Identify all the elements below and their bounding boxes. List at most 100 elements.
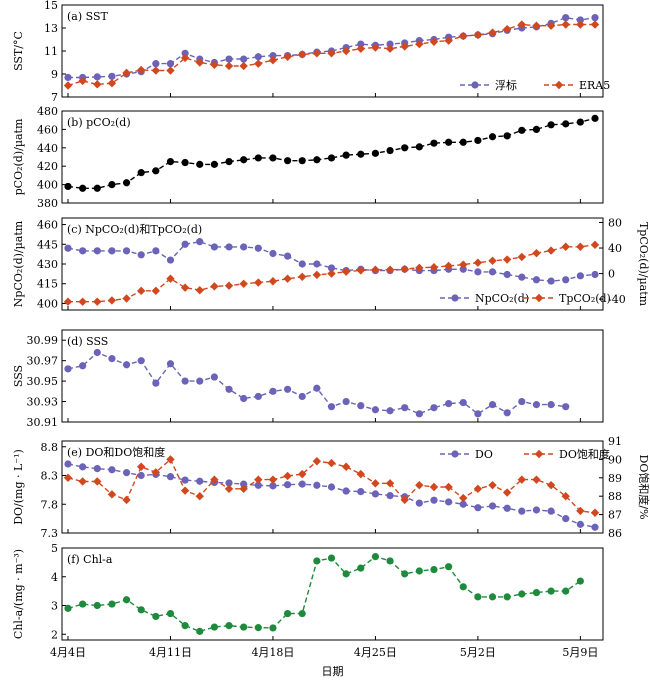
x-tick-label: 4月11日 [149,646,192,659]
data-point [180,283,190,292]
x-tick-label: 4月4日 [50,646,86,659]
panel-b: 380 400 420 440 460 480 pCO₂(d)/µatm (b) pCO₂(d… [12,105,604,210]
data-point [240,55,248,63]
data-point [78,76,87,86]
data-point [532,475,541,484]
x-tick-label: 5月2日 [460,646,496,659]
data-point [532,21,541,30]
data-point [327,264,336,272]
panel-frame [61,110,604,204]
data-point [269,387,277,395]
data-point [196,627,204,635]
y-tick-label: 415 [37,278,58,291]
data-point [240,480,248,488]
data-point [562,587,570,595]
data-point [488,593,497,601]
data-point [313,260,321,268]
data-point [562,14,570,22]
data-point [239,484,248,494]
data-point [298,469,307,479]
data-point [576,506,585,516]
data-point [313,481,321,489]
y-tick-label: 11 [44,45,58,58]
data-point [576,20,585,29]
data-point [93,184,101,192]
y-tick-label: 380 [37,197,58,210]
series-line [67,117,596,189]
data-point [400,42,409,51]
data-point [137,606,145,614]
y2-tick-label: 88 [608,490,622,503]
data-point [385,44,395,53]
y-tick-label: 400 [37,179,58,192]
data-point [445,138,453,146]
data-point [561,492,570,501]
data-point [562,120,570,128]
data-point [430,139,438,147]
data-point [591,523,599,531]
data-point [298,272,307,281]
data-point [107,296,117,305]
data-point [327,49,336,58]
data-point [502,24,512,34]
data-point [430,565,438,574]
y-axis-label: SSS [12,365,25,387]
data-point [459,583,467,591]
data-point [180,486,190,495]
y-tick-label: 7 [51,91,58,104]
y2-tick-label: 89 [608,472,622,485]
data-point [562,403,570,411]
data-point [181,158,189,167]
data-point [195,285,204,295]
data-point [415,143,423,151]
data-point [166,60,175,68]
data-point [386,146,394,155]
data-point [518,273,526,281]
data-point [444,36,453,45]
data-point [137,251,145,259]
data-point [546,246,556,255]
data-point [327,458,336,468]
data-point [371,43,380,52]
data-point [283,52,292,61]
y-tick-label: 8.3 [41,470,59,483]
data-point [357,150,365,158]
legend-marker [534,449,544,459]
data-point [240,243,248,251]
data-point [488,401,497,409]
data-point [137,471,145,480]
data-point [444,261,453,271]
data-point [546,480,556,490]
data-point [268,56,278,65]
data-point [298,50,307,59]
data-point [137,357,145,365]
x-tick-label: 4月18日 [251,646,294,659]
data-point [254,392,262,401]
legend-marker [451,450,459,458]
data-point [64,460,72,468]
data-point [576,16,584,24]
panel-f: 2 3 4 5 Chl-a/(mg · m⁻³) (f) Chl-a [12,542,604,641]
data-point [298,392,306,401]
data-point [327,154,336,162]
data-point [269,482,277,490]
data-point [166,360,175,368]
data-point [225,243,233,251]
data-point [547,121,555,129]
data-point [122,179,131,187]
data-point [181,476,189,484]
data-point [415,39,424,49]
data-point [341,46,351,56]
data-point [195,492,204,501]
data-point [590,20,600,29]
data-point [107,79,117,88]
data-point [137,169,145,177]
x-tick-label: 5月9日 [562,646,598,659]
data-point [240,394,248,403]
data-point [459,31,468,41]
data-point [283,252,292,260]
y-tick-label: 460 [37,123,58,136]
data-point [518,397,526,406]
legend-label: NpCO₂(d) [475,292,529,305]
